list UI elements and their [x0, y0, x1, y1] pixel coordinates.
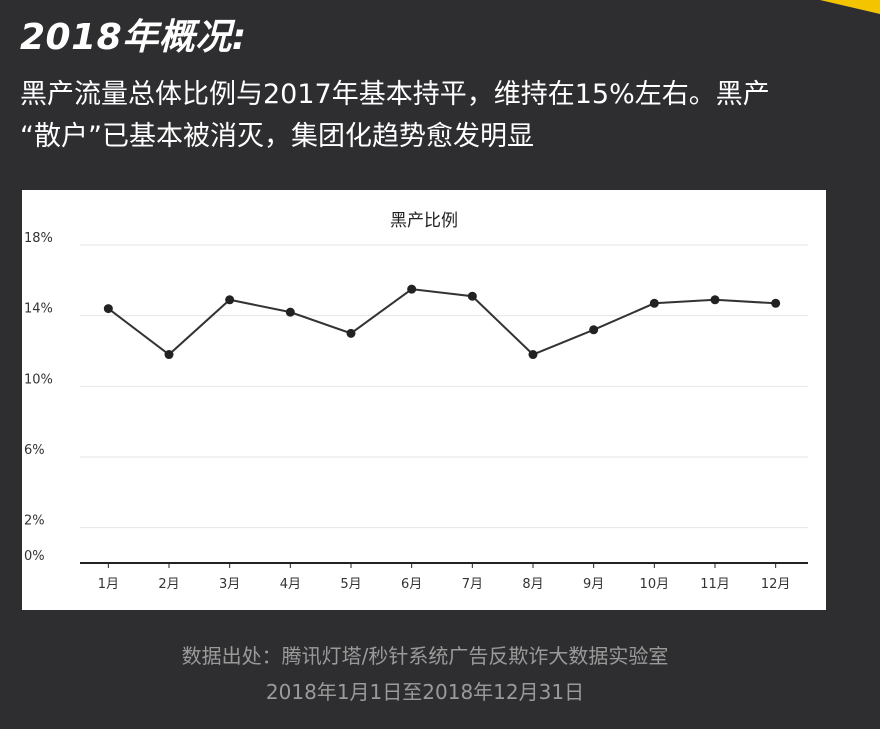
data-point[interactable] [346, 328, 356, 338]
data-point[interactable] [285, 307, 295, 317]
y-tick-label: 18% [24, 231, 53, 246]
page-title: 2018年概况: [20, 17, 247, 58]
x-tick-label: 6月 [401, 577, 422, 592]
y-tick-label: 0% [24, 549, 45, 564]
x-tick-label: 2月 [158, 577, 179, 592]
x-tick-label: 1月 [98, 577, 119, 592]
x-tick-label: 4月 [280, 577, 301, 592]
line-chart: 黑产比例 0% 2% 6% 10% 14% 18% 1月 2月 3月 4月 5月 6月 7月 8月 9月 10… [24, 211, 808, 592]
summary-line-2: “散户”已基本被消灭，集团化趋势愈发明显 [20, 121, 534, 152]
data-point[interactable] [528, 350, 538, 360]
data-point[interactable] [407, 284, 417, 294]
source-note: 数据出处：腾讯灯塔/秒针系统广告反欺诈大数据实验室 [181, 644, 669, 668]
x-tick-label: 12月 [761, 577, 791, 592]
series-line [107, 288, 776, 356]
data-point[interactable] [467, 291, 477, 301]
data-point[interactable] [649, 298, 659, 308]
x-tick-label: 7月 [462, 577, 483, 592]
y-tick-label: 2% [24, 514, 45, 529]
x-tick-label: 3月 [219, 577, 240, 592]
data-point[interactable] [710, 295, 720, 305]
y-tick-label: 14% [24, 302, 53, 317]
chart-card: 黑产比例 0% 2% 6% 10% 14% 18% 1月 2月 3月 4月 5月 6月 7月 8月 9月 10… [22, 190, 826, 610]
data-point[interactable] [103, 304, 113, 314]
y-tick-label: 6% [24, 443, 45, 458]
x-tick-label: 9月 [583, 577, 604, 592]
summary-line-1: 黑产流量总体比例与2017年基本持平，维持在15%左右。黑产 [20, 79, 770, 110]
data-point[interactable] [225, 295, 235, 305]
chart-title: 黑产比例 [390, 211, 458, 231]
x-tick-label: 10月 [640, 577, 670, 592]
summary-text: 黑产流量总体比例与2017年基本持平，维持在15%左右。黑产 “散户”已基本被消… [20, 74, 870, 158]
y-tick-label: 10% [24, 372, 53, 387]
x-tick-label: 5月 [340, 577, 361, 592]
data-point[interactable] [589, 325, 599, 335]
date-range: 2018年1月1日至2018年12月31日 [265, 680, 585, 704]
corner-accent [820, 0, 880, 14]
x-tick-label: 8月 [522, 577, 543, 592]
data-point[interactable] [771, 298, 781, 308]
x-tick-label: 11月 [700, 577, 730, 592]
data-point[interactable] [164, 350, 174, 360]
